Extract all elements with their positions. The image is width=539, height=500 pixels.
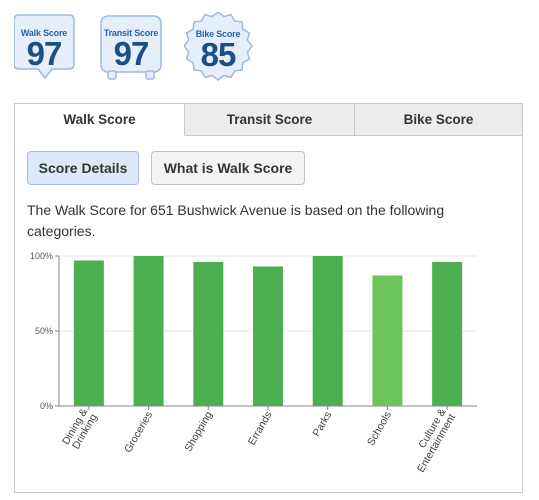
bar-2: [193, 262, 224, 406]
x-tick-label: Parks: [310, 410, 334, 439]
x-tick-label: Culture &Entertainment: [405, 406, 458, 474]
score-description: The Walk Score for 651 Bushwick Avenue i…: [27, 202, 445, 239]
x-tick-label: Schools: [365, 410, 394, 448]
bar-4: [312, 256, 343, 406]
transit-score-badge-label: Transit Score: [103, 28, 159, 38]
tab-bike-score[interactable]: Bike Score: [355, 104, 522, 136]
x-tick-label: Dining &Drinking: [60, 406, 100, 452]
walk-score-badge-label: Walk Score: [20, 28, 68, 38]
bar-3: [253, 266, 283, 406]
score-badges: Walk Score 97 Transit Score 97 Bike Scor…: [14, 12, 274, 92]
tab-transit-score[interactable]: Transit Score: [185, 104, 355, 136]
transit-score-badge-value: 97: [113, 35, 150, 72]
y-tick-label: 0%: [40, 401, 53, 411]
x-tick-label: Errands: [246, 410, 275, 448]
y-tick-label: 100%: [30, 251, 53, 261]
bike-score-gear-shape: [184, 12, 253, 81]
bike-score-badge-label: Bike Score: [195, 29, 241, 39]
bike-score-badge: Bike Score 85: [184, 12, 254, 84]
y-tick-label: 50%: [35, 326, 53, 336]
bar-5: [372, 275, 403, 406]
score-tabs: Walk Score Transit Score Bike Score: [15, 104, 522, 137]
walk-score-badge: Walk Score 97: [14, 12, 78, 86]
category-bar-chart: 0% 50% 100% Dining &Drinking Groceries Shoppi…: [30, 251, 477, 475]
bar-1: [133, 256, 164, 406]
what-is-walk-score-button[interactable]: What is Walk Score: [151, 151, 305, 185]
walk-score-badge-value: 97: [26, 35, 63, 72]
x-tick-label: Groceries: [122, 410, 155, 455]
walk-score-badge-shape: [14, 14, 75, 80]
transit-score-badge-shape: [100, 15, 162, 80]
transit-score-badge: Transit Score 97: [100, 12, 164, 86]
gear-outline: [184, 12, 253, 81]
x-tick-label: Shopping: [182, 409, 215, 454]
score-panel: Walk Score Transit Score Bike Score Scor…: [14, 103, 523, 493]
bar-6: [432, 262, 463, 406]
bar-0: [73, 260, 104, 406]
score-details-button[interactable]: Score Details: [27, 151, 139, 185]
tab-walk-score[interactable]: Walk Score: [15, 104, 185, 136]
bike-score-badge-value: 85: [200, 36, 237, 73]
